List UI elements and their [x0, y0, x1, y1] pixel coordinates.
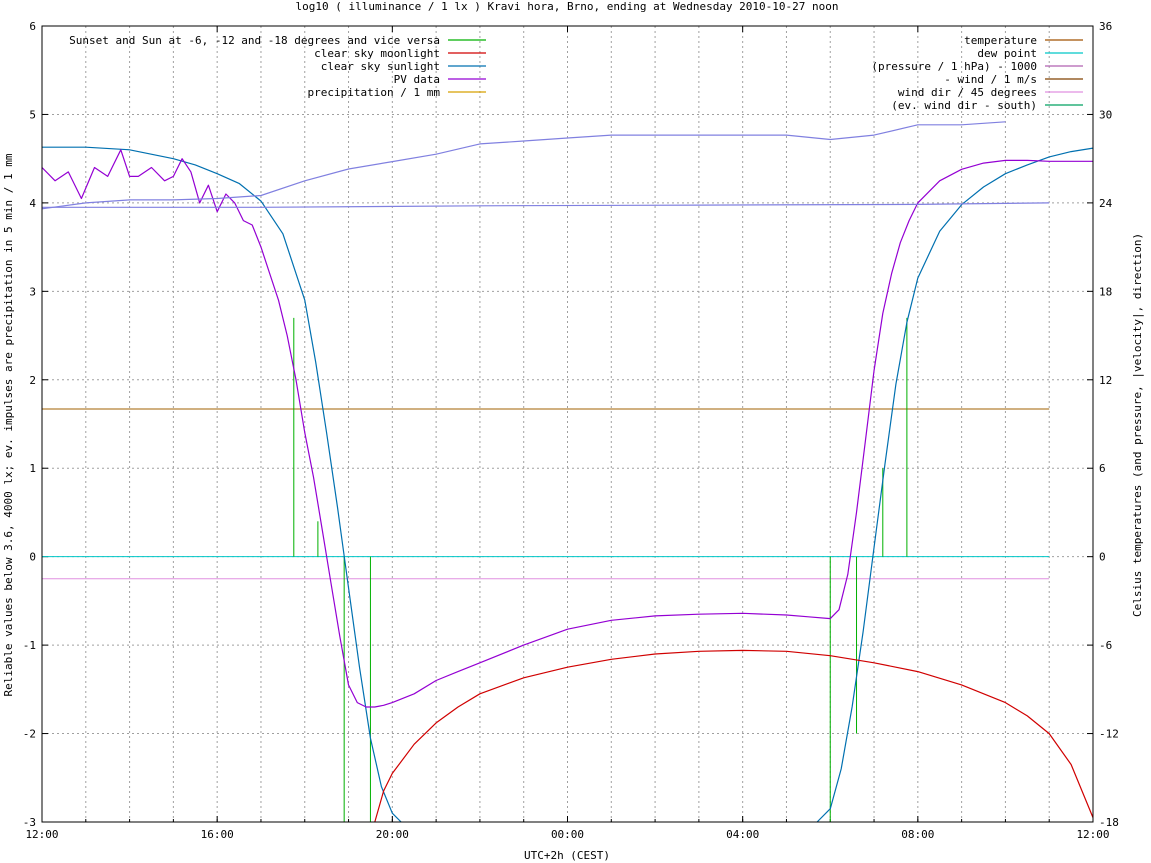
legend-label: temperature [964, 34, 1037, 47]
legend-label: (ev. wind dir - south) [891, 99, 1037, 112]
y-tick-label: -1 [23, 639, 36, 652]
y2-tick-label: 18 [1099, 285, 1112, 298]
y-tick-label: 0 [29, 551, 36, 564]
y-tick-label: -3 [23, 816, 36, 829]
y2-tick-label: 36 [1099, 20, 1112, 33]
y2-tick-label: 12 [1099, 374, 1112, 387]
series-pv-data [41, 149, 1093, 708]
x-tick-label: 08:00 [901, 828, 934, 841]
y-tick-label: 6 [29, 20, 36, 33]
series-clear-sky-moonlight [374, 649, 1094, 823]
series [41, 121, 1094, 823]
x-tick-label: 16:00 [201, 828, 234, 841]
legend-label: dew point [977, 47, 1037, 60]
x-axis-label: UTC+2h (CEST) [524, 849, 610, 862]
y-tick-label: 3 [29, 285, 36, 298]
y2-tick-label: 6 [1099, 462, 1106, 475]
y2-tick-label: 24 [1099, 197, 1113, 210]
tick-labels: 12:00 16:00 20:00 00:00 04:00 08:00 12:00-3-2-… [23, 20, 1119, 841]
legend-label: clear sky moonlight [314, 47, 440, 60]
series-clear-sky-sunlight-morning- [816, 147, 1094, 823]
series-dew-point-upper- [42, 202, 1050, 208]
y2-axis-label: Celsius temperatures (and pressure, |vel… [1131, 233, 1144, 617]
x-tick-label: 20:00 [376, 828, 409, 841]
y-tick-label: 5 [29, 108, 36, 121]
x-tick-label: 00:00 [551, 828, 584, 841]
y-tick-label: 1 [29, 462, 36, 475]
chart-title: log10 ( illuminance / 1 lx ) Kravi hora,… [295, 0, 838, 13]
y-tick-label: -2 [23, 728, 36, 741]
legend-label: wind dir / 45 degrees [898, 86, 1037, 99]
y2-tick-label: -18 [1099, 816, 1119, 829]
y2-tick-label: -6 [1099, 639, 1112, 652]
y2-tick-label: 0 [1099, 551, 1106, 564]
plot-frame [41, 25, 1094, 823]
x-tick-label: 12:00 [1076, 828, 1109, 841]
legend-label: (pressure / 1 hPa) - 1000 [871, 60, 1037, 73]
grid [42, 26, 1093, 822]
legend-label: PV data [394, 73, 440, 86]
legend-label: precipitation / 1 mm [308, 86, 441, 99]
legend-label: Sunset and Sun at -6, -12 and -18 degree… [69, 34, 440, 47]
y2-tick-label: -12 [1099, 728, 1119, 741]
x-tick-label: 12:00 [25, 828, 58, 841]
y2-tick-label: 30 [1099, 108, 1112, 121]
x-tick-label: 04:00 [726, 828, 759, 841]
y-tick-label: 4 [29, 197, 36, 210]
y-axis-label: Reliable values below 3.6, 4000 lx; ev. … [2, 153, 15, 696]
legend-label: clear sky sunlight [321, 60, 440, 73]
series-clear-sky-sunlight [42, 146, 402, 823]
series--pressure-1-hpa-1000 [41, 121, 1006, 210]
legend: Sunset and Sun at -6, -12 and -18 degree… [69, 34, 1083, 112]
legend-label: - wind / 1 m/s [944, 73, 1037, 86]
y-tick-label: 2 [29, 374, 36, 387]
